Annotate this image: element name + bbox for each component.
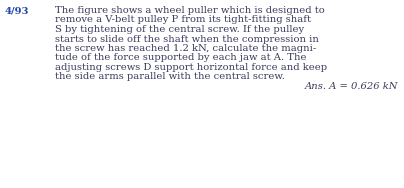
Text: the screw has reached 1.2 kN, calculate the magni-: the screw has reached 1.2 kN, calculate … bbox=[55, 44, 317, 53]
Text: starts to slide off the shaft when the compression in: starts to slide off the shaft when the c… bbox=[55, 35, 319, 43]
Text: remove a V-belt pulley P from its tight-fitting shaft: remove a V-belt pulley P from its tight-… bbox=[55, 15, 311, 24]
Text: Ans. A = 0.626 kN: Ans. A = 0.626 kN bbox=[305, 82, 398, 91]
Text: tude of the force supported by each jaw at A. The: tude of the force supported by each jaw … bbox=[55, 54, 307, 62]
Text: the side arms parallel with the central screw.: the side arms parallel with the central … bbox=[55, 73, 285, 82]
Text: S by tightening of the central screw. If the pulley: S by tightening of the central screw. If… bbox=[55, 25, 305, 34]
Text: 4/93: 4/93 bbox=[5, 6, 29, 15]
Text: adjusting screws D support horizontal force and keep: adjusting screws D support horizontal fo… bbox=[55, 63, 328, 72]
Text: The figure shows a wheel puller which is designed to: The figure shows a wheel puller which is… bbox=[55, 6, 325, 15]
